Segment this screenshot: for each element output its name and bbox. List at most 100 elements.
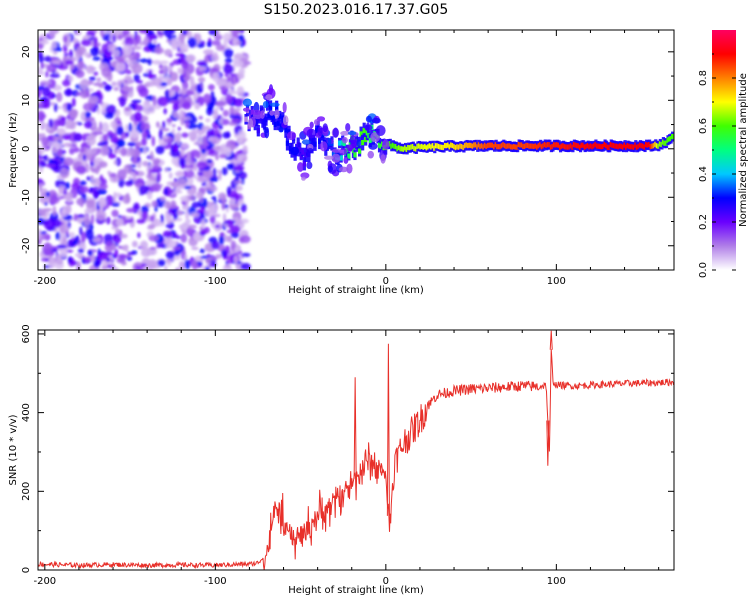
noise-speckle bbox=[238, 171, 247, 180]
noise-speckle bbox=[147, 259, 157, 270]
noise-speckle bbox=[104, 112, 115, 119]
noise-speckle bbox=[63, 157, 74, 166]
trace-core bbox=[275, 105, 279, 111]
noise-speckle bbox=[171, 40, 178, 51]
noise-speckle bbox=[58, 185, 65, 195]
noise-speckle bbox=[126, 256, 133, 261]
noise-speckle bbox=[198, 115, 203, 120]
noise-speckle bbox=[191, 129, 198, 139]
noise-speckle bbox=[90, 214, 95, 225]
noise-speckle bbox=[105, 49, 109, 54]
trace-speckle bbox=[290, 146, 300, 156]
trace-speckle bbox=[343, 156, 349, 164]
noise-speckle bbox=[117, 169, 127, 181]
noise-speckle bbox=[182, 30, 188, 35]
noise-speckle bbox=[97, 252, 109, 261]
noise-speckle bbox=[165, 201, 171, 210]
noise-speckle bbox=[38, 144, 41, 155]
noise-speckle bbox=[204, 187, 214, 191]
noise-speckle bbox=[98, 83, 105, 89]
noise-speckle bbox=[45, 191, 50, 197]
noise-speckle bbox=[93, 71, 99, 76]
x-tick-label: 100 bbox=[547, 576, 566, 587]
noise-speckle bbox=[139, 58, 150, 63]
noise-speckle bbox=[171, 156, 180, 166]
noise-speckle bbox=[45, 70, 49, 78]
snr-spike bbox=[386, 343, 390, 516]
noise-speckle bbox=[240, 235, 251, 244]
trace-speckle bbox=[274, 109, 280, 119]
noise-speckle bbox=[211, 40, 221, 46]
noise-speckle bbox=[223, 32, 233, 42]
noise-speckle bbox=[79, 186, 89, 194]
noise-speckle bbox=[112, 49, 121, 58]
trace-speckle bbox=[380, 154, 386, 164]
noise-speckle bbox=[94, 127, 102, 133]
noise-speckle bbox=[128, 176, 132, 180]
noise-speckle bbox=[97, 142, 105, 146]
noise-speckle bbox=[187, 150, 191, 160]
noise-speckle bbox=[119, 96, 126, 107]
noise-speckle bbox=[211, 196, 217, 201]
noise-speckle bbox=[200, 229, 208, 234]
noise-speckle bbox=[204, 266, 210, 270]
noise-speckle bbox=[87, 148, 98, 155]
trace-core bbox=[362, 127, 366, 134]
noise-speckle bbox=[172, 246, 182, 251]
noise-speckle bbox=[131, 99, 142, 104]
noise-speckle bbox=[209, 215, 216, 224]
noise-speckle bbox=[75, 92, 82, 96]
noise-speckle bbox=[46, 64, 57, 73]
noise-speckle bbox=[120, 147, 127, 157]
noise-speckle-group bbox=[38, 30, 252, 270]
noise-speckle bbox=[141, 205, 149, 214]
y-tick-label: 400 bbox=[21, 403, 32, 422]
noise-speckle bbox=[142, 100, 151, 110]
trace-core bbox=[353, 152, 357, 158]
noise-speckle bbox=[176, 138, 181, 146]
noise-speckle bbox=[113, 136, 117, 144]
noise-speckle bbox=[177, 186, 181, 194]
noise-speckle bbox=[72, 239, 79, 245]
noise-speckle bbox=[181, 101, 192, 110]
noise-speckle bbox=[172, 102, 179, 112]
colorbar-tick-label: 0.0 bbox=[698, 262, 709, 278]
spectrogram-y-label: Frequency (Hz) bbox=[8, 112, 19, 188]
noise-speckle bbox=[195, 191, 204, 199]
noise-speckle bbox=[75, 69, 85, 79]
trace-speckle bbox=[349, 134, 357, 145]
noise-speckle bbox=[148, 104, 156, 114]
noise-speckle bbox=[148, 235, 160, 242]
noise-speckle bbox=[39, 148, 45, 156]
noise-speckle bbox=[141, 137, 147, 146]
noise-speckle bbox=[238, 67, 245, 75]
noise-speckle bbox=[102, 33, 112, 42]
trace-speckle bbox=[301, 176, 306, 181]
noise-speckle bbox=[117, 57, 125, 64]
noise-speckle bbox=[125, 69, 132, 75]
noise-speckle bbox=[124, 36, 134, 47]
noise-speckle bbox=[88, 67, 97, 71]
noise-speckle bbox=[179, 195, 189, 202]
noise-speckle bbox=[137, 262, 142, 267]
trace-core bbox=[258, 116, 262, 122]
noise-speckle bbox=[216, 30, 220, 39]
trace-speckle bbox=[278, 126, 284, 133]
noise-speckle bbox=[237, 130, 246, 142]
noise-speckle bbox=[68, 231, 76, 238]
noise-region bbox=[38, 30, 252, 270]
noise-speckle bbox=[83, 217, 91, 227]
noise-speckle bbox=[76, 122, 83, 126]
noise-speckle bbox=[118, 245, 122, 249]
noise-speckle bbox=[209, 176, 219, 183]
snr-series-line bbox=[38, 349, 674, 570]
trace-speckle bbox=[247, 118, 254, 128]
noise-speckle bbox=[240, 203, 247, 213]
noise-speckle bbox=[69, 260, 78, 266]
noise-speckle bbox=[121, 85, 131, 92]
noise-speckle bbox=[137, 232, 141, 239]
noise-speckle bbox=[133, 73, 140, 83]
noise-speckle bbox=[181, 86, 187, 96]
trace-core bbox=[301, 149, 305, 155]
noise-speckle bbox=[147, 58, 152, 66]
